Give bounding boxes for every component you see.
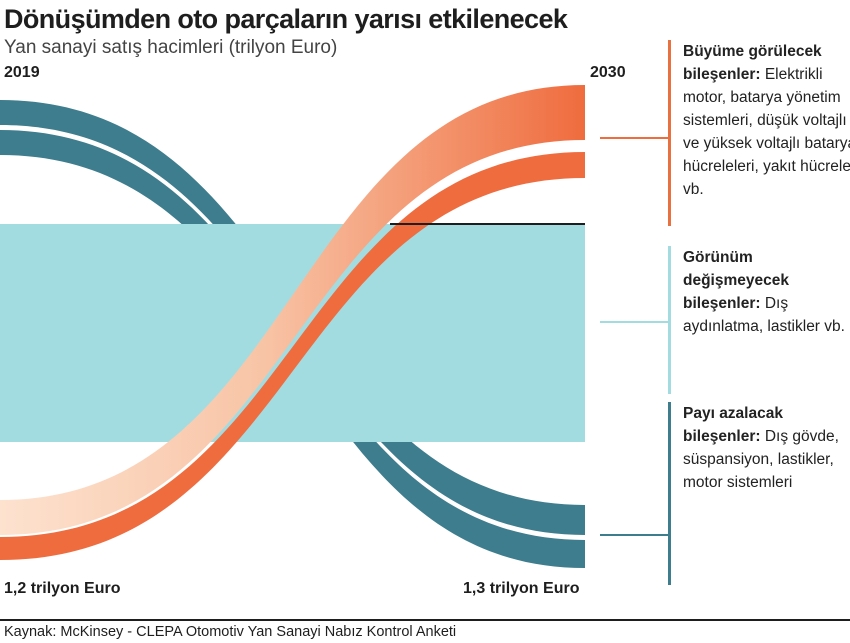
legend-same: Görünüm değişmeyecek bileşenler: Dış ayd…: [668, 246, 850, 394]
legend-same-title: Görünüm değişmeyecek bileşenler:: [683, 249, 789, 312]
year-label-2019: 2019: [4, 64, 40, 81]
source-note: Kaynak: McKinsey - CLEPA Otomotiv Yan Sa…: [4, 624, 457, 640]
chart-title: Dönüşümden oto parçaların yarısı etkilen…: [4, 4, 568, 34]
source-divider: [0, 619, 850, 621]
chart-subtitle: Yan sanayi satış hacimleri (trilyon Euro…: [4, 37, 338, 58]
legend-shrink-title: Payı azalacak bileşenler:: [683, 405, 783, 445]
legend-grow-title: Büyüme görülecek bileşenler:: [683, 43, 822, 83]
year-label-2030: 2030: [590, 64, 626, 81]
flow-grow-a: [0, 85, 585, 535]
flow-grow-b: [0, 152, 585, 560]
total-2030: 1,3 trilyon Euro: [463, 580, 580, 597]
legend-grow: Büyüme görülecek bileşenler: Elektrikli …: [668, 40, 850, 226]
legend-same-text: Dış aydınlatma, lastikler vb.: [683, 295, 845, 335]
total-2019: 1,2 trilyon Euro: [4, 580, 121, 597]
legend-grow-text: Elektrikli motor, batarya yönetim sistem…: [683, 66, 850, 198]
legend-shrink-text: Dış gövde, süspansiyon, lastikler, motor…: [683, 428, 839, 491]
legend-shrink: Payı azalacak bileşenler: Dış gövde, süs…: [668, 402, 850, 585]
